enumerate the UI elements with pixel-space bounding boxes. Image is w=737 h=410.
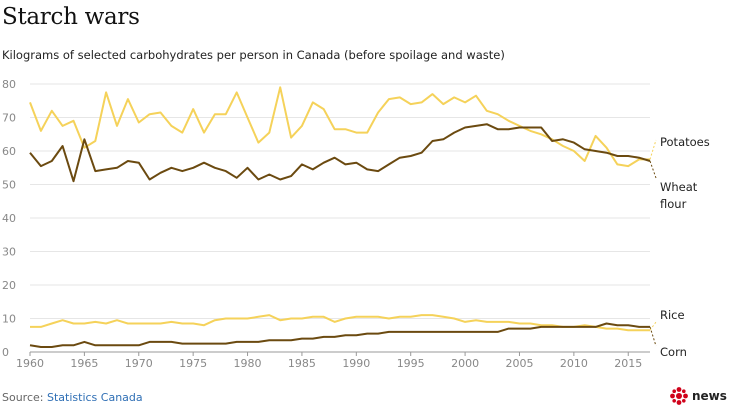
y-tick-label: 20 [2,279,16,292]
cbc-news-logo: news [669,386,731,406]
label-wheat: Wheat [660,180,698,194]
x-tick-label: 1990 [342,357,370,370]
chart-subtitle: Kilograms of selected carbohydrates per … [2,48,505,62]
series-labels: Potatoes Wheat flour Rice Corn [660,135,710,359]
y-tick-label: 40 [2,212,16,225]
x-tick-label: 1975 [179,357,207,370]
grid-lines [30,83,650,353]
x-tick-labels: 1960 1965 1970 1975 1980 1985 1990 1995 2000 2005… [16,352,642,370]
y-tick-label: 70 [2,112,16,125]
series-line-potatoes [29,86,650,168]
cbc-gem-icon [670,387,688,405]
x-tick-label: 1965 [70,357,98,370]
x-tick-label: 2015 [614,357,642,370]
y-tick-label: 10 [2,313,16,326]
logo-text: news [692,389,727,403]
x-tick-label: 2000 [451,357,479,370]
leader-line [649,326,657,347]
y-tick-label: 80 [2,78,16,91]
x-tick-label: 1980 [234,357,262,370]
x-tick-label: 1970 [125,357,153,370]
label-rice: Rice [660,308,685,322]
x-tick-label: 1985 [288,357,316,370]
leader-line [649,321,657,331]
y-tick-label: 60 [2,145,16,158]
label-flour: flour [660,197,687,211]
y-tick-label: 0 [2,346,9,359]
label-potatoes: Potatoes [660,135,710,149]
label-corn: Corn [660,345,687,359]
source-link[interactable]: Statistics Canada [47,391,143,404]
source-label: Source: [2,391,44,404]
leader-line [649,160,657,179]
series-line-wheat-flour [29,123,651,183]
series-line-rice [30,314,650,332]
label-leader-lines [649,139,657,347]
x-tick-label: 1960 [16,357,44,370]
y-tick-label: 50 [2,179,16,192]
chart-title: Starch wars [2,4,140,30]
x-tick-label: 2010 [560,357,588,370]
y-tick-labels: 0 10 20 30 40 50 60 70 80 [2,78,16,359]
x-tick-label: 1995 [397,357,425,370]
y-tick-label: 30 [2,246,16,259]
source-note: Source: Statistics Canada [2,391,143,404]
series-lines [29,86,651,348]
leader-line [649,139,657,160]
series-line-corn [29,322,650,348]
x-tick-label: 2005 [505,357,533,370]
